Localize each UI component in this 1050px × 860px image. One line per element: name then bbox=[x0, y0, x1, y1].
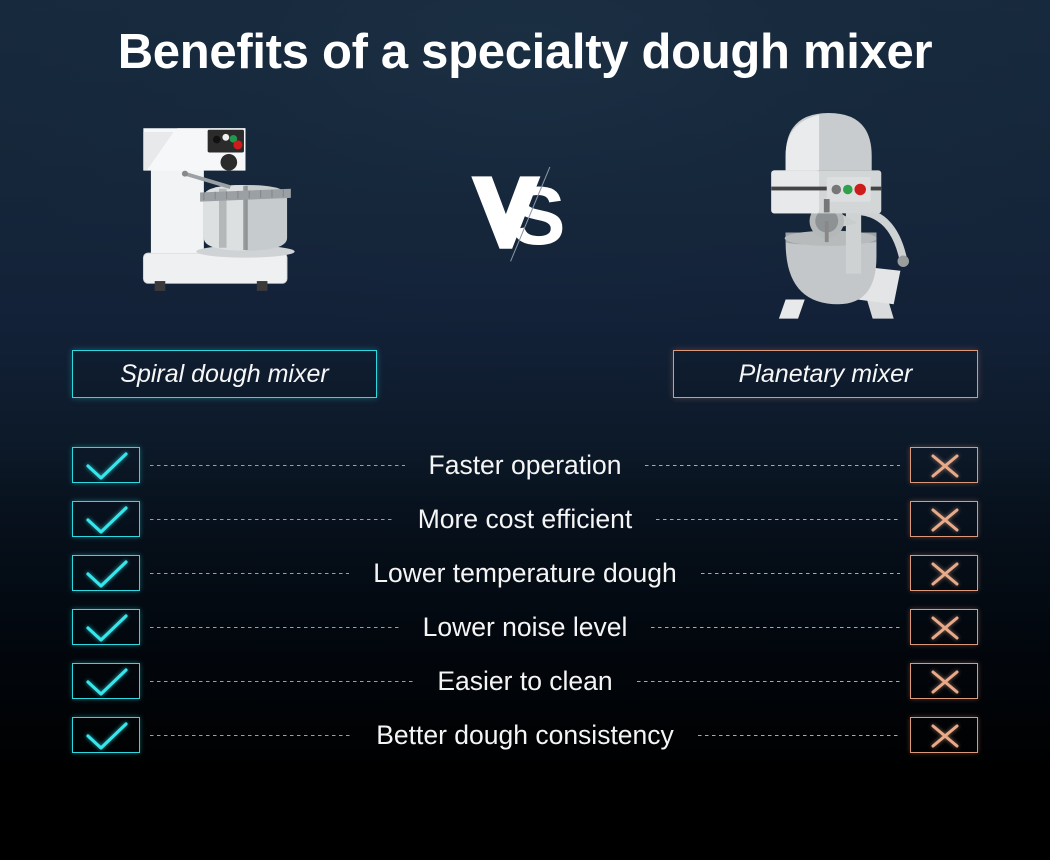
svg-text:S: S bbox=[511, 170, 566, 262]
